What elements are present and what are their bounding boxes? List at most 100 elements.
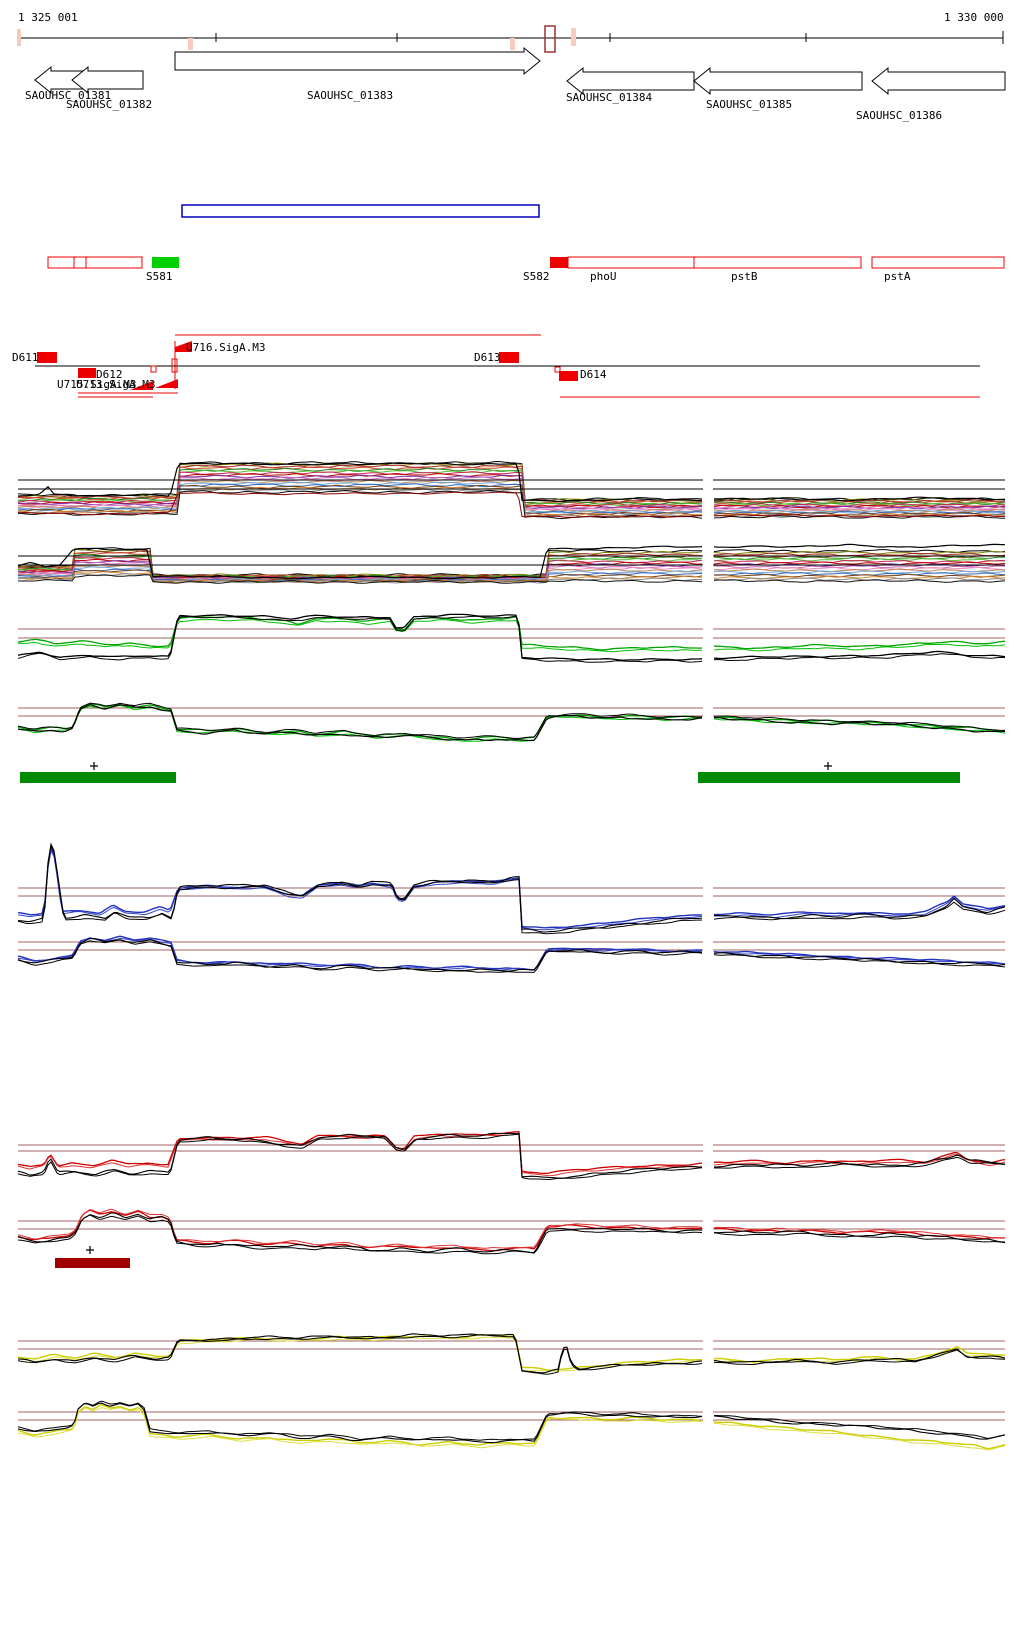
- u716-flag: [175, 341, 192, 352]
- gene-label-pstB: pstB: [731, 270, 758, 283]
- motif-label-u713: U713.SigA.M3: [76, 378, 156, 391]
- signal-line: [17, 1334, 1006, 1375]
- segment-label-s581: S581: [146, 270, 173, 283]
- gene-label-01385: SAOUHSC_01385: [706, 98, 793, 111]
- track-condition-blue-fwd: [17, 842, 1006, 935]
- signal-line: [17, 491, 1006, 518]
- site-d614[interactable]: [559, 371, 578, 381]
- motif-label-u715: U715.SigA.M3: [57, 378, 137, 391]
- signal-line: [17, 1333, 1006, 1374]
- signal-line: [17, 548, 1006, 578]
- enriched-region-darkred[interactable]: [55, 1258, 130, 1268]
- operon-box-pstA[interactable]: [871, 256, 1005, 269]
- ruler-variant-box[interactable]: [544, 25, 556, 53]
- gene-label-01386: SAOUHSC_01386: [856, 109, 943, 122]
- site-d613[interactable]: [499, 352, 519, 363]
- track-condition-green-fwd: [17, 613, 1006, 663]
- gene-SAOUHSC_01382[interactable]: [71, 65, 144, 95]
- gene-label-01382: SAOUHSC_01382: [66, 98, 153, 111]
- gene-label-01383: SAOUHSC_01383: [307, 89, 394, 102]
- ruler-end-coord: 1 330 000: [944, 11, 1004, 24]
- signal-line: [17, 615, 1006, 651]
- track-condition-red-fwd: [17, 1131, 1006, 1181]
- site-label-d614: D614: [580, 368, 607, 381]
- signal-line: [17, 462, 1006, 502]
- anchor-box-3[interactable]: [554, 366, 561, 373]
- enriched-region-green-1[interactable]: [20, 772, 176, 783]
- signal-line: [17, 613, 1006, 661]
- gene-SAOUHSC_01384[interactable]: [566, 66, 695, 96]
- signal-line: [17, 1132, 1006, 1179]
- site-label-d611: D611: [12, 351, 39, 364]
- track-condition-blue-rev: [17, 935, 1006, 973]
- strand-plus-3: [86, 1246, 94, 1254]
- signal-line: [17, 615, 1006, 663]
- operon-box-phoU-pstB[interactable]: [567, 256, 862, 269]
- gene-arrow[interactable]: [693, 66, 863, 96]
- signal-line: [17, 467, 1006, 506]
- signal-line: [17, 479, 1006, 513]
- segment-s582[interactable]: [550, 257, 568, 268]
- signal-line: [17, 935, 1006, 971]
- ruler-snp-mark: [510, 38, 515, 50]
- segment-label-s582: S582: [523, 270, 550, 283]
- signal-line: [17, 1407, 1006, 1451]
- gene-SAOUHSC_01383[interactable]: [174, 46, 541, 76]
- signal-line: [17, 937, 1006, 972]
- signal-line: [17, 937, 1006, 971]
- site-d612[interactable]: [78, 368, 96, 378]
- gene-label-01381: SAOUHSC_01381: [25, 89, 112, 102]
- track-array-signal-all-conditions-rev: [17, 543, 1006, 584]
- signal-line: [17, 1333, 1006, 1371]
- track-condition-yellow-fwd: [17, 1333, 1006, 1375]
- signal-line: [17, 543, 1006, 580]
- u715-flag: [130, 381, 153, 390]
- gene-label-phoU: phoU: [590, 270, 617, 283]
- signal-line: [17, 471, 1006, 508]
- transcript-box-blue[interactable]: [181, 204, 540, 218]
- ruler-start-coord: 1 325 001: [18, 11, 78, 24]
- signal-line: [17, 1402, 1006, 1444]
- signal-line: [17, 574, 1006, 584]
- track-condition-yellow-rev: [17, 1400, 1006, 1451]
- gene-SAOUHSC_01385[interactable]: [693, 66, 863, 96]
- ruler: [17, 25, 1004, 53]
- ruler-snp-mark: [571, 28, 576, 46]
- signal-line: [17, 704, 1006, 742]
- signal-line: [17, 939, 1006, 973]
- strand-plus-2: [824, 762, 832, 770]
- gene-label-pstA: pstA: [884, 270, 911, 283]
- signal-line: [17, 1208, 1006, 1249]
- operon-box-left[interactable]: [47, 256, 143, 269]
- signal-line: [17, 1400, 1006, 1441]
- ruler-snp-mark: [188, 38, 193, 50]
- enriched-region-green-2[interactable]: [698, 772, 960, 783]
- signal-line: [17, 844, 1006, 935]
- gene-arrow[interactable]: [71, 65, 144, 95]
- signal-line: [17, 1404, 1006, 1450]
- signal-line: [17, 1214, 1006, 1255]
- anchor-box-1[interactable]: [150, 365, 157, 373]
- gene-arrow[interactable]: [174, 46, 541, 76]
- signal-line: [17, 1133, 1006, 1181]
- signal-line: [17, 1336, 1006, 1372]
- segment-s581[interactable]: [152, 257, 179, 268]
- signal-line: [17, 842, 1006, 933]
- signal-line: [17, 618, 1006, 653]
- anchor-box-2[interactable]: [171, 358, 178, 373]
- gene-SAOUHSC_01386[interactable]: [871, 66, 1006, 96]
- u713-flag: [155, 379, 178, 388]
- ruler-snp-mark: [17, 29, 21, 46]
- site-d611[interactable]: [37, 352, 57, 363]
- track-array-signal-all-conditions-fwd: [17, 460, 1006, 520]
- motif-label-u716: U716.SigA.M3: [186, 341, 266, 354]
- track-condition-green-rev: [17, 702, 1006, 742]
- gene-label-01384: SAOUHSC_01384: [566, 91, 653, 104]
- gene-arrow[interactable]: [871, 66, 1006, 96]
- track-condition-red-rev: [17, 1208, 1006, 1255]
- gene-arrow[interactable]: [566, 66, 695, 96]
- site-label-d613: D613: [474, 351, 501, 364]
- signal-line: [17, 702, 1006, 739]
